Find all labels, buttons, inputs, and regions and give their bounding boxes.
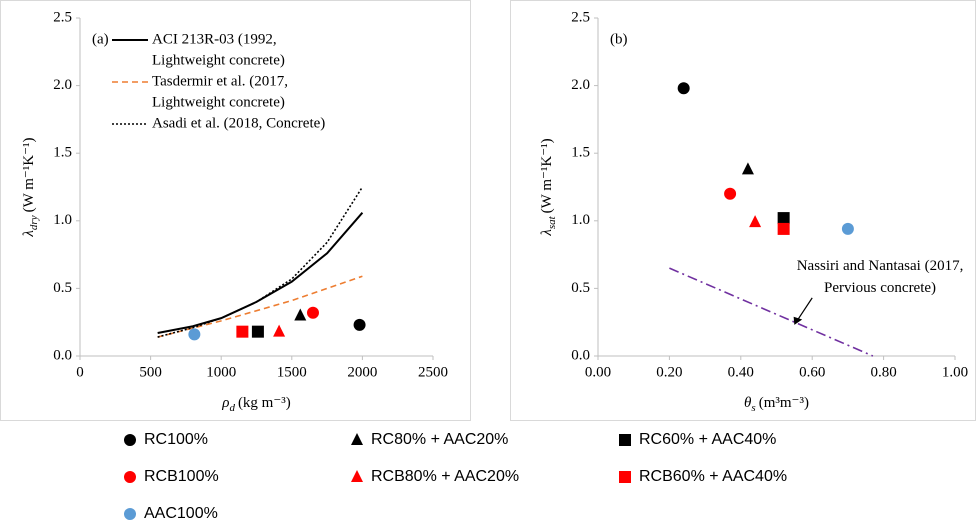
marker (124, 434, 136, 446)
x-tick-label: 2000 (347, 364, 377, 380)
marker (351, 470, 363, 482)
annotation-arrow (795, 297, 813, 323)
marker (294, 308, 307, 321)
x-tick-label: 0.80 (870, 364, 896, 380)
legend-label: RC60% + AAC40% (639, 431, 776, 448)
legend-label: RC80% + AAC20% (371, 431, 508, 448)
y-tick-label: 2.0 (53, 77, 72, 93)
marker (749, 215, 762, 228)
y-tick-label: 2.5 (53, 9, 72, 25)
panel-label: (b) (610, 31, 628, 47)
axis-symbol: θ (744, 395, 752, 411)
marker (351, 433, 363, 445)
marker (188, 328, 201, 341)
axis-subscript: sat (546, 215, 558, 229)
axis-subscript: d (229, 402, 235, 414)
axis-unit: (W m⁻¹K⁻¹) (539, 138, 555, 213)
arrow-head (793, 316, 803, 325)
marker (619, 471, 631, 483)
axis-title: θs (m³m⁻³) (744, 395, 809, 413)
data-line (157, 186, 364, 338)
marker (306, 306, 319, 319)
x-tick-label: 2500 (418, 364, 448, 380)
axis-symbol: λ (21, 230, 37, 238)
axis-symbol: ρ (221, 395, 229, 411)
data-line (669, 267, 874, 357)
y-tick-label: 0.5 (53, 280, 72, 296)
marker (777, 212, 790, 225)
data-line (157, 212, 364, 334)
marker (273, 324, 286, 337)
x-tick-label: 1500 (277, 364, 307, 380)
marker (741, 162, 754, 175)
x-tick-label: 1.00 (942, 364, 968, 380)
x-tick-label: 0.40 (728, 364, 754, 380)
annotation: Nassiri and Nantasai (2017, (797, 258, 964, 274)
axis-title: λdry (W m⁻¹K⁻¹) (21, 137, 39, 237)
axis-subscript: s (751, 402, 755, 414)
legend-label: RC100% (144, 431, 208, 448)
marker (777, 222, 790, 235)
axis-unit: (m³m⁻³) (759, 395, 809, 411)
axis-unit: (kg m⁻³) (238, 395, 291, 411)
legend-label: RCB80% + AAC20% (371, 468, 519, 485)
marker (677, 82, 690, 95)
marker (124, 508, 136, 520)
axis-title: λsat (W m⁻¹K⁻¹) (539, 138, 557, 236)
y-tick-label: 1.5 (53, 145, 72, 161)
x-tick-label: 500 (139, 364, 162, 380)
axis-symbol: λ (539, 229, 555, 237)
legend-label: RCB100% (144, 468, 219, 485)
legend-label: ACI 213R-03 (1992, (152, 31, 277, 47)
axis-title: ρd (kg m⁻³) (221, 395, 291, 413)
legend-label: Lightweight concrete) (152, 52, 285, 68)
panel-frame (0, 0, 471, 421)
marker (251, 325, 264, 338)
legend-label: Asadi et al. (2018, Concrete) (152, 115, 325, 131)
marker (236, 325, 249, 338)
y-tick-label: 1.5 (571, 145, 590, 161)
panel-label: (a) (92, 31, 109, 47)
x-tick-label: 1000 (206, 364, 236, 380)
legend-label: Tasdermir et al. (2017, (152, 73, 288, 89)
y-tick-label: 1.0 (53, 212, 72, 228)
annotation: Pervious concrete) (824, 280, 936, 296)
legend-label: AAC100% (144, 505, 218, 522)
marker (619, 434, 631, 446)
x-tick-label: 0.20 (656, 364, 682, 380)
y-tick-label: 0.0 (571, 347, 590, 363)
y-tick-label: 0.5 (571, 280, 590, 296)
legend-label: RCB60% + AAC40% (639, 468, 787, 485)
marker (353, 318, 366, 331)
y-tick-label: 2.0 (571, 77, 590, 93)
x-tick-label: 0.60 (799, 364, 825, 380)
marker (724, 187, 737, 200)
y-tick-label: 2.5 (571, 9, 590, 25)
y-tick-label: 0.0 (53, 347, 72, 363)
legend-label: Lightweight concrete) (152, 94, 285, 110)
x-tick-label: 0.00 (585, 364, 611, 380)
axis-subscript: dry (28, 215, 40, 230)
y-tick-label: 1.0 (571, 212, 590, 228)
axis-unit: (W m⁻¹K⁻¹) (21, 137, 37, 212)
x-tick-label: 0 (76, 364, 84, 380)
marker (841, 222, 854, 235)
marker (124, 471, 136, 483)
